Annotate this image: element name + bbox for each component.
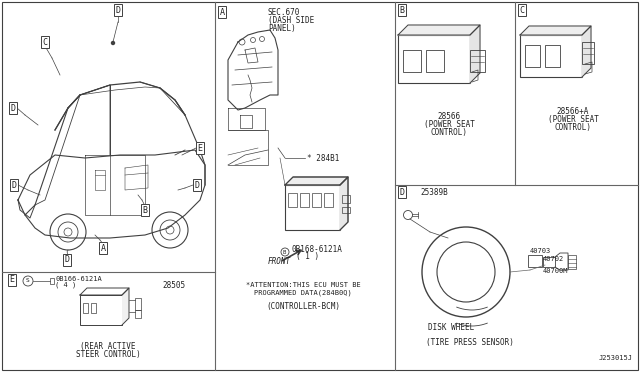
Bar <box>342 207 350 213</box>
Text: * 284B1: * 284B1 <box>307 154 339 163</box>
Text: E: E <box>198 144 202 153</box>
Bar <box>568 255 576 269</box>
Bar <box>135 298 141 310</box>
Text: (REAR ACTIVE: (REAR ACTIVE <box>80 342 136 351</box>
Bar <box>135 310 141 318</box>
Text: FRONT: FRONT <box>268 257 291 266</box>
Bar <box>50 278 54 284</box>
Text: D: D <box>399 187 404 196</box>
Text: CONTROL): CONTROL) <box>431 128 467 137</box>
Text: *ATTENTION:THIS ECU MUST BE: *ATTENTION:THIS ECU MUST BE <box>246 282 360 288</box>
Polygon shape <box>470 25 480 83</box>
Text: J253015J: J253015J <box>599 355 633 361</box>
Polygon shape <box>520 26 591 35</box>
Bar <box>543 257 555 267</box>
Text: ( 1 ): ( 1 ) <box>296 251 319 260</box>
Bar <box>545 45 560 67</box>
Text: ( 4 ): ( 4 ) <box>55 282 76 288</box>
Bar <box>342 195 350 203</box>
Circle shape <box>111 42 115 45</box>
Bar <box>470 50 485 72</box>
Bar <box>91 303 96 313</box>
Text: SEC.670: SEC.670 <box>268 8 300 17</box>
Polygon shape <box>398 25 480 35</box>
Text: (POWER SEAT: (POWER SEAT <box>424 120 474 129</box>
Text: PANEL): PANEL) <box>268 24 296 33</box>
Text: STEER CONTROL): STEER CONTROL) <box>76 350 140 359</box>
Polygon shape <box>122 288 129 325</box>
Text: (DASH SIDE: (DASH SIDE <box>268 16 314 25</box>
Bar <box>528 255 542 267</box>
Polygon shape <box>340 177 348 230</box>
Text: (TIRE PRESS SENSOR): (TIRE PRESS SENSOR) <box>426 338 514 347</box>
Bar <box>83 303 88 313</box>
Text: C: C <box>42 38 47 46</box>
Text: DISK WHEEL: DISK WHEEL <box>428 323 474 332</box>
Text: 40703: 40703 <box>530 248 551 254</box>
Text: D: D <box>65 256 70 264</box>
Bar <box>300 193 309 207</box>
Polygon shape <box>285 177 348 185</box>
Text: 28566+A: 28566+A <box>557 107 589 116</box>
Text: E: E <box>10 276 15 285</box>
Bar <box>312 193 321 207</box>
Text: D: D <box>115 6 120 15</box>
Bar <box>582 42 594 64</box>
Bar <box>520 35 582 77</box>
Text: B: B <box>399 6 404 15</box>
Text: A: A <box>100 244 106 253</box>
Bar <box>285 185 340 230</box>
Polygon shape <box>80 288 129 295</box>
Text: D: D <box>10 103 15 112</box>
Text: 0B166-6121A: 0B166-6121A <box>55 276 102 282</box>
Text: A: A <box>220 7 225 16</box>
Bar <box>80 295 122 325</box>
Text: (POWER SEAT: (POWER SEAT <box>548 115 598 124</box>
Text: CONTROL): CONTROL) <box>554 123 591 132</box>
Text: (CONTROLLER-BCM): (CONTROLLER-BCM) <box>266 302 340 311</box>
Text: D: D <box>12 180 17 189</box>
Text: B: B <box>282 250 285 254</box>
Text: 28566: 28566 <box>437 112 461 121</box>
Text: S: S <box>26 279 30 283</box>
Text: 28505: 28505 <box>162 280 185 289</box>
Text: 0B168-6121A: 0B168-6121A <box>292 244 343 253</box>
Text: 25389B: 25389B <box>420 187 448 196</box>
Bar <box>403 50 421 72</box>
Polygon shape <box>582 26 591 77</box>
Text: D: D <box>195 180 200 189</box>
Bar <box>398 35 470 83</box>
Text: PROGRAMMED DATA(284B0Q): PROGRAMMED DATA(284B0Q) <box>254 289 352 295</box>
Text: 40702: 40702 <box>543 256 564 262</box>
Bar <box>426 50 444 72</box>
Bar <box>288 193 297 207</box>
Bar <box>525 45 540 67</box>
Text: B: B <box>143 205 147 215</box>
Text: 40700M: 40700M <box>543 268 568 274</box>
Text: C: C <box>520 6 525 15</box>
Bar <box>324 193 333 207</box>
